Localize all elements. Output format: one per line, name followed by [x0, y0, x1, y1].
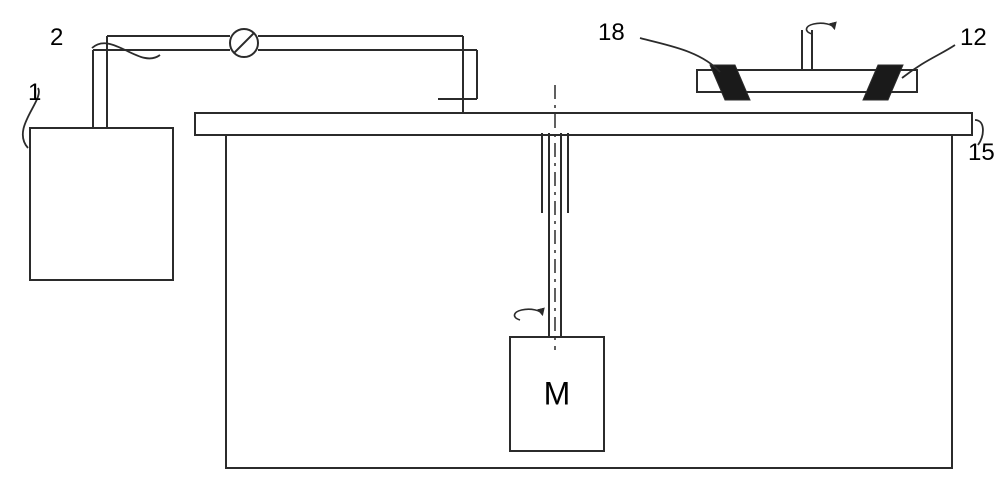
motor-label: M — [544, 375, 571, 411]
label-l12: 12 — [960, 24, 987, 51]
label-l15: 15 — [968, 139, 995, 166]
label-l1: 1 — [28, 79, 41, 106]
label-l18: 18 — [598, 19, 625, 46]
label-l2: 2 — [50, 24, 63, 51]
